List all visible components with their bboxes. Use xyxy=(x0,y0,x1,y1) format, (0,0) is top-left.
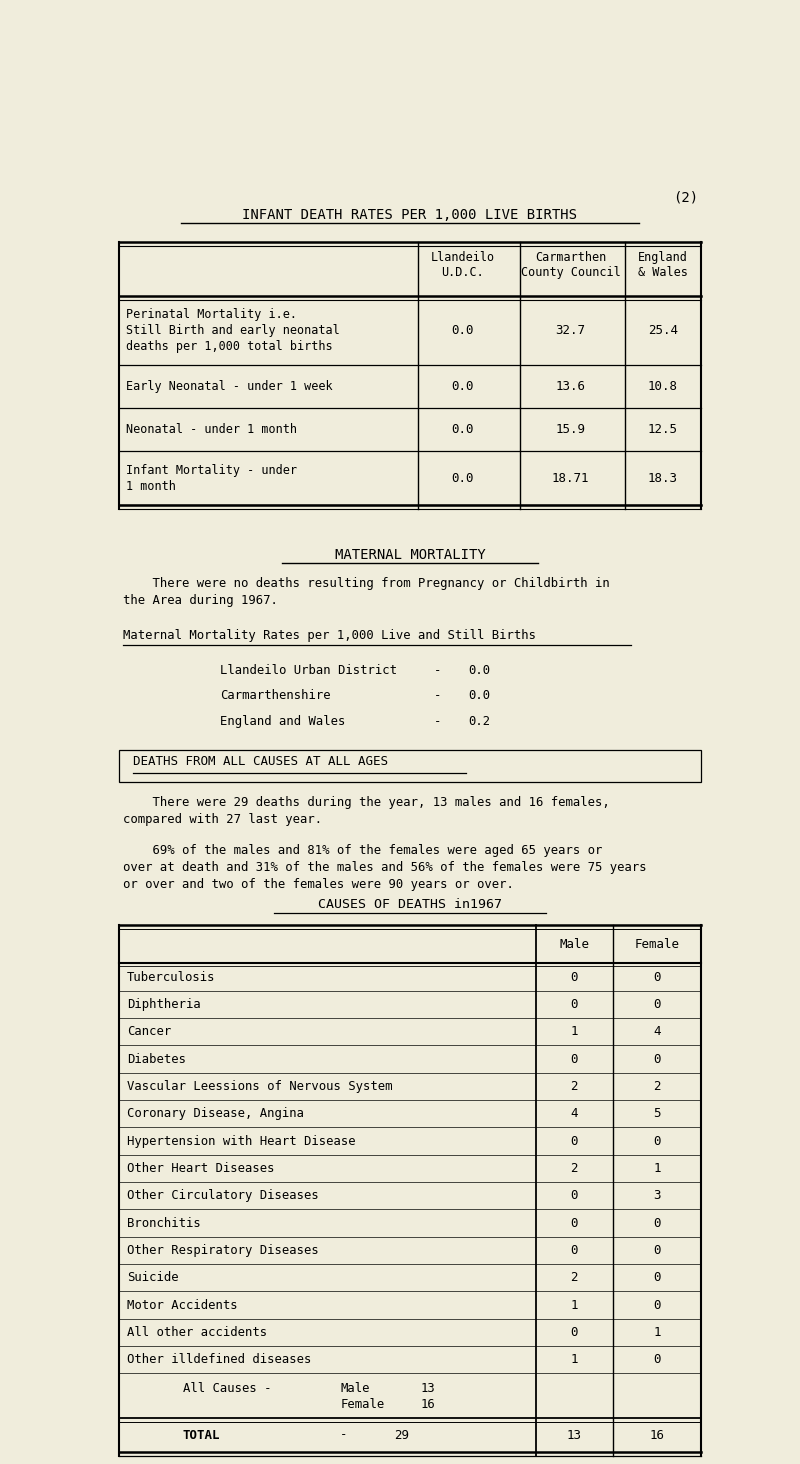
Text: Hypertension with Heart Disease: Hypertension with Heart Disease xyxy=(127,1135,356,1148)
Text: 5: 5 xyxy=(653,1107,661,1120)
Text: Maternal Mortality Rates per 1,000 Live and Still Births: Maternal Mortality Rates per 1,000 Live … xyxy=(123,630,536,643)
Text: 2: 2 xyxy=(570,1080,578,1094)
Text: 15.9: 15.9 xyxy=(555,423,586,436)
Text: (2): (2) xyxy=(673,190,698,205)
Text: Early Neonatal - under 1 week: Early Neonatal - under 1 week xyxy=(126,381,332,394)
Text: CAUSES OF DEATHS in1967: CAUSES OF DEATHS in1967 xyxy=(318,897,502,911)
Text: INFANT DEATH RATES PER 1,000 LIVE BIRTHS: INFANT DEATH RATES PER 1,000 LIVE BIRTHS xyxy=(242,208,578,223)
Text: 0: 0 xyxy=(570,1189,578,1202)
Text: 2: 2 xyxy=(653,1080,661,1094)
Text: 0: 0 xyxy=(653,998,661,1012)
Text: 0.0: 0.0 xyxy=(451,381,474,394)
Text: Tuberculosis: Tuberculosis xyxy=(127,971,216,984)
Text: 1: 1 xyxy=(570,1353,578,1366)
Text: All Causes -: All Causes - xyxy=(183,1382,271,1395)
Text: Diphtheria: Diphtheria xyxy=(127,998,201,1012)
Text: Bronchitis: Bronchitis xyxy=(127,1217,201,1230)
Text: 2: 2 xyxy=(570,1162,578,1176)
Text: Suicide: Suicide xyxy=(127,1271,178,1284)
Text: England and Wales: England and Wales xyxy=(220,714,346,728)
Text: Neonatal - under 1 month: Neonatal - under 1 month xyxy=(126,423,297,436)
Text: 0.2: 0.2 xyxy=(468,714,490,728)
Text: 0: 0 xyxy=(570,1217,578,1230)
Text: -: - xyxy=(434,714,441,728)
Text: 0: 0 xyxy=(653,1053,661,1066)
Text: DEATHS FROM ALL CAUSES AT ALL AGES: DEATHS FROM ALL CAUSES AT ALL AGES xyxy=(133,755,387,769)
Text: 12.5: 12.5 xyxy=(648,423,678,436)
Text: 0: 0 xyxy=(570,1244,578,1258)
Text: 0: 0 xyxy=(570,1135,578,1148)
Text: 10.8: 10.8 xyxy=(648,381,678,394)
Text: 13.6: 13.6 xyxy=(555,381,586,394)
Text: 0: 0 xyxy=(653,1353,661,1366)
Text: Carmarthenshire: Carmarthenshire xyxy=(220,690,330,703)
Text: Other illdefined diseases: Other illdefined diseases xyxy=(127,1353,311,1366)
Text: 0: 0 xyxy=(653,971,661,984)
Text: 25.4: 25.4 xyxy=(648,324,678,337)
Text: 2: 2 xyxy=(570,1271,578,1284)
Text: 16: 16 xyxy=(420,1398,435,1411)
Text: 4: 4 xyxy=(570,1107,578,1120)
Text: -: - xyxy=(434,690,441,703)
Text: 13: 13 xyxy=(420,1382,435,1395)
Text: -: - xyxy=(340,1429,348,1442)
Text: 18.71: 18.71 xyxy=(552,471,589,485)
Text: 13: 13 xyxy=(566,1429,582,1442)
Text: Other Heart Diseases: Other Heart Diseases xyxy=(127,1162,274,1176)
Text: 0: 0 xyxy=(570,998,578,1012)
Text: 18.3: 18.3 xyxy=(648,471,678,485)
Text: 32.7: 32.7 xyxy=(555,324,586,337)
Text: 4: 4 xyxy=(653,1025,661,1038)
Bar xyxy=(119,750,701,782)
Text: -: - xyxy=(434,663,441,676)
Text: Perinatal Mortality i.e.
Still Birth and early neonatal
deaths per 1,000 total b: Perinatal Mortality i.e. Still Birth and… xyxy=(126,307,339,353)
Text: 1: 1 xyxy=(653,1162,661,1176)
Text: Llandeilo
U.D.C.: Llandeilo U.D.C. xyxy=(430,250,494,280)
Text: 0: 0 xyxy=(653,1135,661,1148)
Text: Male: Male xyxy=(340,1382,370,1395)
Text: Other Circulatory Diseases: Other Circulatory Diseases xyxy=(127,1189,319,1202)
Text: 0: 0 xyxy=(653,1271,661,1284)
Text: 0.0: 0.0 xyxy=(451,324,474,337)
Text: Other Respiratory Diseases: Other Respiratory Diseases xyxy=(127,1244,319,1258)
Text: 1: 1 xyxy=(570,1299,578,1312)
Text: 0: 0 xyxy=(653,1244,661,1258)
Text: Coronary Disease, Angina: Coronary Disease, Angina xyxy=(127,1107,304,1120)
Text: England
& Wales: England & Wales xyxy=(638,250,687,280)
Text: Infant Mortality - under
1 month: Infant Mortality - under 1 month xyxy=(126,464,297,493)
Text: 1: 1 xyxy=(570,1025,578,1038)
Text: Carmarthen
County Council: Carmarthen County Council xyxy=(521,250,620,280)
Text: MATERNAL MORTALITY: MATERNAL MORTALITY xyxy=(334,548,486,562)
Text: All other accidents: All other accidents xyxy=(127,1326,267,1340)
Text: Vascular Leessions of Nervous System: Vascular Leessions of Nervous System xyxy=(127,1080,393,1094)
Text: 0.0: 0.0 xyxy=(468,663,490,676)
Text: 0.0: 0.0 xyxy=(451,423,474,436)
Text: There were no deaths resulting from Pregnancy or Childbirth in
the Area during 1: There were no deaths resulting from Preg… xyxy=(123,577,610,608)
Text: Male: Male xyxy=(559,937,590,950)
Text: 3: 3 xyxy=(653,1189,661,1202)
Text: 0.0: 0.0 xyxy=(468,690,490,703)
Text: 0: 0 xyxy=(570,971,578,984)
Text: TOTAL: TOTAL xyxy=(183,1429,221,1442)
Text: Female: Female xyxy=(340,1398,385,1411)
Text: 69% of the males and 81% of the females were aged 65 years or
over at death and : 69% of the males and 81% of the females … xyxy=(123,845,647,892)
Text: Diabetes: Diabetes xyxy=(127,1053,186,1066)
Text: Cancer: Cancer xyxy=(127,1025,171,1038)
Text: 0.0: 0.0 xyxy=(451,471,474,485)
Text: 1: 1 xyxy=(653,1326,661,1340)
Text: 0: 0 xyxy=(570,1053,578,1066)
Text: 16: 16 xyxy=(650,1429,664,1442)
Text: 0: 0 xyxy=(653,1299,661,1312)
Text: Female: Female xyxy=(634,937,679,950)
Text: Motor Accidents: Motor Accidents xyxy=(127,1299,238,1312)
Text: 29: 29 xyxy=(394,1429,410,1442)
Text: 0: 0 xyxy=(570,1326,578,1340)
Text: Llandeilo Urban District: Llandeilo Urban District xyxy=(220,663,397,676)
Text: There were 29 deaths during the year, 13 males and 16 females,
compared with 27 : There were 29 deaths during the year, 13… xyxy=(123,796,610,826)
Text: 0: 0 xyxy=(653,1217,661,1230)
